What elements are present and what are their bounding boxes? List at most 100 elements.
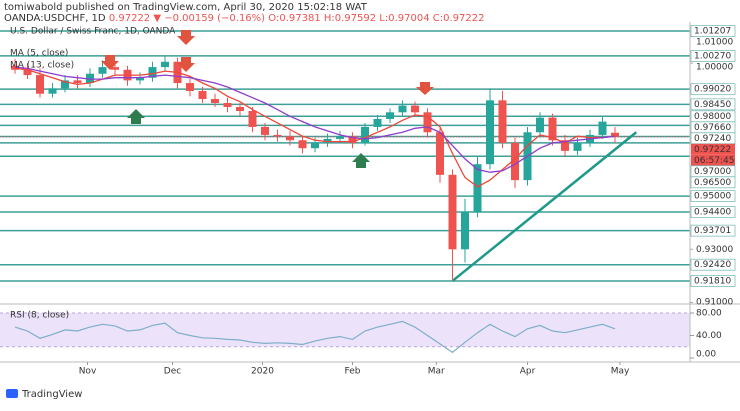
candle-body — [86, 73, 94, 84]
x-tick-label: Mar — [428, 367, 445, 377]
candle-body — [348, 136, 357, 143]
up-arrow — [352, 153, 370, 168]
level-label-box — [690, 206, 736, 218]
candle-body — [561, 140, 569, 151]
down-arrow — [416, 82, 434, 95]
level-label: 0.93701 — [694, 226, 731, 236]
level-label-box — [690, 224, 736, 237]
symbol: OANDA:USDCHF, 1D — [4, 13, 106, 24]
up-arrow — [127, 109, 145, 124]
footer-brand: TradingView — [21, 389, 82, 400]
level-label: 0.97240 — [694, 134, 731, 144]
level-label-box — [690, 83, 736, 96]
candle-body — [23, 69, 32, 76]
candle-body — [473, 164, 482, 213]
x-tick-label: 2020 — [251, 367, 274, 377]
candle-body — [436, 132, 444, 175]
candle-body — [386, 112, 394, 119]
level-label: 0.91810 — [694, 276, 731, 286]
level-label: 1.01207 — [694, 26, 731, 36]
ohlc: O:0.97381 H:0.97592 L:0.97004 C:0.97222 — [268, 13, 484, 24]
y-tick-label: 0.91000 — [696, 298, 733, 308]
rsi-tick-label: 40.00 — [696, 331, 722, 341]
candle-body — [223, 102, 232, 107]
candle-body — [186, 83, 194, 92]
level-label: 0.94400 — [694, 208, 731, 218]
candle-body — [273, 134, 282, 137]
candle-body — [598, 121, 607, 135]
level-label: 0.99020 — [694, 85, 731, 95]
ma-line — [14, 66, 616, 173]
x-tick-label: Dec — [164, 367, 181, 377]
chart-title: U.S. Dollar / Swiss Franc, 1D, OANDA — [10, 27, 176, 37]
level-label: 0.98000 — [694, 112, 731, 122]
level-label: 0.95000 — [694, 192, 731, 202]
candle-body — [461, 212, 469, 250]
candle-body — [148, 67, 157, 78]
level-label: 1.00270 — [694, 51, 731, 61]
candle-body — [286, 136, 294, 141]
candle-body — [248, 110, 257, 127]
logo-icon — [6, 389, 18, 398]
candle-body — [361, 126, 369, 143]
header-quote: OANDA:USDCHF, 1D 0.97222 ▼ −0.00159 (−0.… — [4, 13, 484, 24]
candle-body — [611, 132, 619, 137]
candle-body — [423, 112, 432, 133]
candle-body — [36, 75, 44, 94]
level-label: 0.97000 — [694, 167, 731, 177]
candle-body — [448, 174, 457, 250]
down-arrow — [101, 55, 119, 70]
candle-body — [486, 100, 494, 165]
rsi-tick-label: 80.00 — [696, 309, 722, 319]
candle-body — [373, 118, 382, 127]
candle-body — [323, 138, 332, 143]
level-label: 0.96500 — [694, 178, 731, 188]
candle-body — [236, 106, 244, 111]
legend-entry: MA (5, close) — [10, 49, 68, 59]
candle-body — [261, 126, 269, 135]
level-label-box — [690, 25, 736, 37]
logo — [6, 389, 18, 398]
candle-body — [573, 142, 582, 151]
candle-body — [61, 80, 69, 89]
signal-arrows — [101, 30, 434, 168]
countdown-label: 06:57:45 — [694, 156, 734, 166]
level-label-box — [690, 190, 736, 202]
y-tick-label: 0.93000 — [696, 245, 733, 255]
last-price-box — [691, 143, 735, 155]
level-label: 0.92420 — [694, 260, 731, 270]
candle-body — [536, 117, 544, 133]
level-label-box — [690, 98, 736, 111]
candle-body — [548, 117, 557, 141]
last-price-label: 0.97222 — [694, 145, 731, 155]
plot — [0, 30, 690, 354]
candle-body — [398, 105, 407, 113]
candle-body — [411, 105, 419, 113]
candle-body — [161, 61, 169, 68]
candle-body — [336, 136, 344, 139]
down-arrow — [177, 30, 195, 45]
level-label-box — [690, 258, 736, 271]
x-tick-label: May — [611, 367, 630, 377]
candle-body — [311, 142, 319, 149]
change: 0.97222 ▼ −0.00159 (−0.16%) — [109, 13, 265, 24]
candle-body — [198, 91, 207, 100]
trend-line — [451, 131, 638, 282]
candle-body — [298, 140, 307, 149]
x-tick-label: Apr — [520, 367, 536, 377]
legend-entry: MA (13, close) — [10, 61, 74, 71]
candle-body — [98, 67, 107, 74]
candle-body — [211, 99, 219, 103]
y-tick-label: 1.00000 — [696, 62, 733, 72]
level-label: 0.98450 — [694, 100, 731, 110]
rsi-title: RSI (8, close) — [10, 311, 69, 321]
candle-body — [48, 88, 57, 94]
x-tick-label: Nov — [79, 367, 97, 377]
header-line: tomiwabold published on TradingView.com,… — [4, 2, 368, 13]
level-label: 0.97660 — [694, 123, 731, 133]
down-arrow — [177, 57, 195, 72]
y-tick-label: 1.01000 — [696, 37, 733, 47]
candle-body — [511, 142, 519, 181]
rsi-band — [0, 313, 690, 347]
level-label-box — [690, 176, 736, 189]
